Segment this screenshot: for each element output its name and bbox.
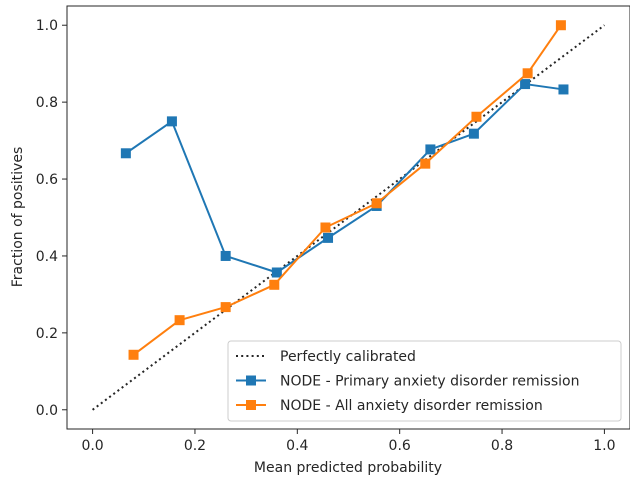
series-line-2 (132, 24, 562, 356)
series-line-1 (125, 83, 564, 274)
series-1-point (468, 128, 479, 139)
series-1-point (120, 148, 131, 159)
series-2-point (522, 68, 533, 79)
series-1-point (220, 250, 231, 261)
y-tick-label: 0.8 (36, 95, 58, 111)
series-2-point (128, 349, 139, 360)
legend-label: Perfectly calibrated (280, 349, 416, 365)
series-2-point (471, 111, 482, 122)
series-1-point (425, 144, 436, 155)
series-1-point (271, 267, 282, 278)
y-tick-label: 0.6 (36, 172, 58, 188)
series-1-point (558, 84, 569, 95)
legend-box (227, 340, 622, 422)
x-axis-label: Mean predicted probability (254, 460, 442, 476)
legend: Perfectly calibrated NODE - Primary anxie… (227, 340, 622, 422)
series-2-point (420, 158, 431, 169)
x-tick-label: 0.6 (389, 438, 411, 454)
series-2-point (174, 315, 185, 326)
legend-label: NODE - Primary anxiety disorder remissio… (280, 374, 579, 390)
x-tick-label: 1.0 (593, 438, 615, 454)
y-tick-label: 0.4 (36, 249, 58, 265)
series-2-point (371, 198, 382, 209)
x-tick-label: 0.2 (184, 438, 206, 454)
legend-swatch-marker (246, 375, 256, 386)
x-tick-label: 0.0 (81, 438, 103, 454)
y-tick-label: 1.0 (36, 18, 58, 34)
x-tick-label: 0.8 (491, 438, 513, 454)
y-tick-label: 0.0 (36, 403, 58, 419)
series-1-point (323, 232, 334, 243)
series-1-point (520, 79, 531, 90)
y-axis-label: Fraction of positives (10, 147, 26, 288)
legend-swatch-marker (246, 400, 256, 410)
series-1-point (166, 116, 177, 127)
series-2-point (220, 302, 231, 313)
axes: 0.0 0.2 0.4 0.6 0.8 1.0 0.0 0.2 0.4 0.6 0.8 1.0 (36, 5, 630, 454)
axes-frame (66, 5, 630, 430)
series-2-point (555, 20, 566, 31)
legend-label: NODE - All anxiety disorder remission (280, 398, 543, 414)
plot-area (91, 20, 606, 411)
series-2-point (320, 222, 331, 233)
y-tick-label: 0.2 (36, 326, 58, 342)
series-2-point (269, 279, 280, 290)
x-tick-label: 0.4 (286, 438, 308, 454)
